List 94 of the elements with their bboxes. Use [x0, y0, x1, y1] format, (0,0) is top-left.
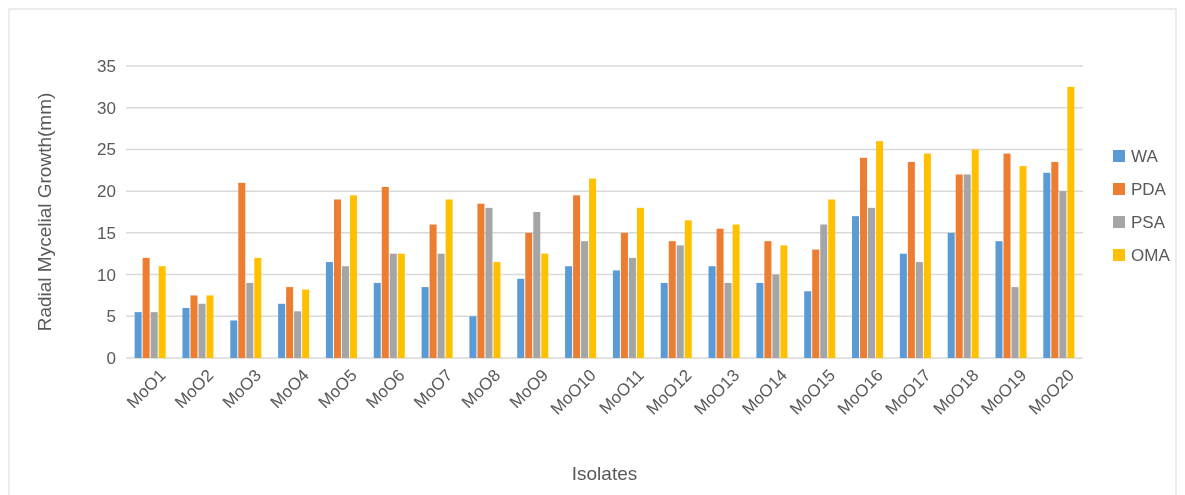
bar — [573, 195, 581, 358]
bar — [708, 266, 716, 358]
bar — [899, 253, 907, 358]
legend-label: PSA — [1131, 212, 1166, 232]
bar — [684, 220, 692, 358]
bar — [206, 295, 214, 358]
bar — [780, 245, 788, 358]
bar — [254, 257, 262, 358]
bar — [995, 241, 1003, 358]
bar — [756, 282, 764, 358]
bar — [812, 249, 820, 358]
y-tick-label: 15 — [97, 223, 116, 243]
bar — [469, 316, 477, 358]
bar — [437, 253, 445, 358]
bar — [716, 228, 724, 358]
bar — [246, 282, 254, 358]
bar — [868, 207, 876, 358]
bar — [612, 270, 620, 358]
bar — [852, 216, 860, 358]
bar — [589, 178, 597, 358]
bar — [198, 303, 206, 358]
x-axis-title: Isolates — [571, 463, 638, 484]
bar — [302, 289, 310, 358]
bar — [947, 232, 955, 358]
bar — [182, 307, 190, 358]
legend-label: PDA — [1131, 179, 1167, 199]
bar — [971, 149, 979, 358]
y-tick-label: 10 — [97, 265, 116, 285]
y-tick-label: 35 — [97, 56, 116, 76]
bar — [732, 224, 740, 358]
bar — [525, 232, 533, 358]
bar — [620, 232, 628, 358]
bar — [278, 303, 286, 358]
bar — [565, 266, 573, 358]
bar — [238, 182, 246, 358]
y-tick-label: 25 — [97, 140, 116, 160]
bar — [764, 241, 772, 358]
bar — [517, 278, 525, 358]
bar — [134, 312, 142, 358]
y-axis-title: Radial Mycelial Growth(mm) — [34, 92, 55, 332]
bar — [349, 195, 357, 358]
bar — [772, 274, 780, 358]
bar — [429, 224, 437, 358]
bar — [660, 282, 668, 358]
bar — [860, 157, 868, 358]
bar — [541, 253, 549, 358]
bar — [1059, 191, 1067, 358]
bar — [286, 287, 294, 358]
bar — [341, 266, 349, 358]
bar — [1003, 153, 1011, 358]
bar — [636, 207, 644, 358]
bar — [923, 153, 931, 358]
bar — [150, 312, 158, 358]
bar — [493, 262, 501, 358]
bar — [955, 174, 963, 358]
bar — [397, 253, 405, 358]
bar — [325, 262, 333, 358]
bar — [876, 141, 884, 358]
bar — [421, 287, 429, 358]
bar — [142, 257, 150, 358]
bar — [533, 212, 541, 358]
bar — [724, 282, 732, 358]
bar — [828, 199, 836, 358]
bar — [158, 266, 166, 358]
bar — [963, 174, 971, 358]
bar — [820, 224, 828, 358]
bar — [676, 245, 684, 358]
y-tick-label: 20 — [97, 182, 116, 202]
bar — [445, 199, 453, 358]
bar — [804, 291, 812, 358]
bar — [230, 320, 238, 358]
y-tick-label: 5 — [106, 307, 116, 327]
bar — [628, 257, 636, 358]
bar — [485, 207, 493, 358]
legend-label: OMA — [1131, 245, 1171, 265]
legend-label: WA — [1131, 146, 1159, 166]
bar — [294, 311, 302, 358]
bar — [1051, 161, 1059, 358]
bar — [333, 199, 341, 358]
bar — [389, 253, 397, 358]
y-tick-label: 30 — [97, 98, 116, 118]
bar — [668, 241, 676, 358]
bar — [1067, 86, 1075, 358]
bar — [477, 203, 485, 358]
bar — [1011, 287, 1019, 358]
bar — [1043, 172, 1051, 358]
bar — [915, 262, 923, 358]
bar — [907, 161, 915, 358]
bar — [581, 241, 589, 358]
bar — [381, 186, 389, 358]
bar — [1019, 166, 1027, 358]
bar — [190, 295, 198, 358]
y-tick-label: 0 — [106, 348, 116, 368]
bar — [373, 282, 381, 358]
